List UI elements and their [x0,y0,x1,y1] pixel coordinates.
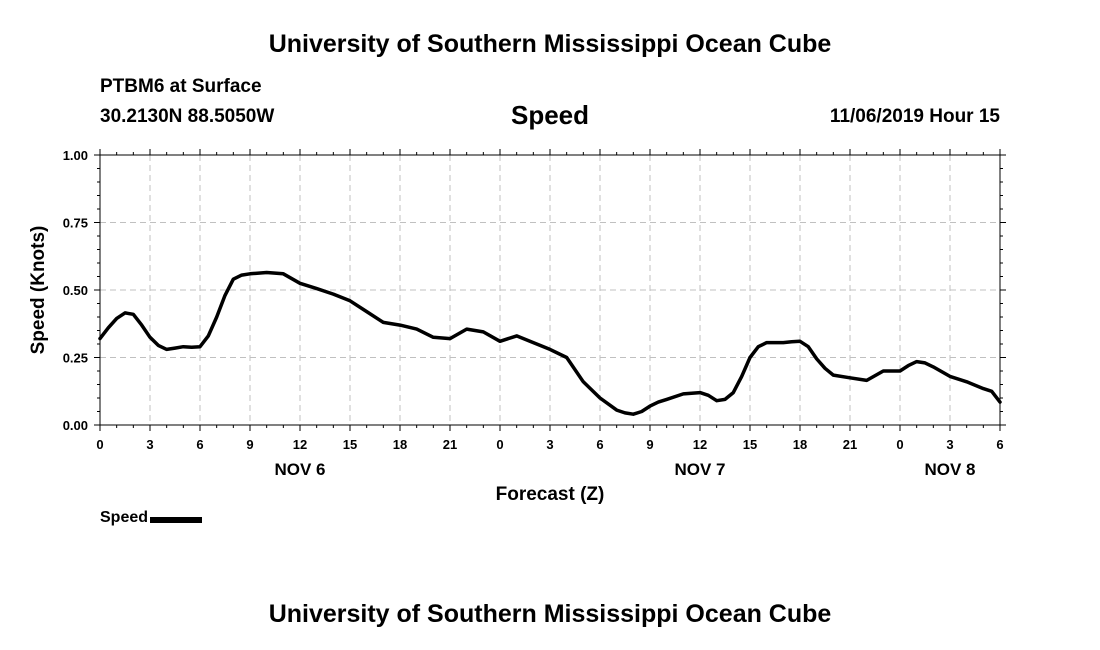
x-tick-label: 3 [946,437,953,452]
x-tick-label: 3 [546,437,553,452]
x-tick-label: 0 [496,437,503,452]
x-tick-label: 12 [293,437,307,452]
x-axis-label: Forecast (Z) [496,484,605,505]
date-label: NOV 7 [674,460,725,479]
legend-label: Speed [100,509,149,526]
date-label: NOV 6 [274,460,325,479]
date-label: NOV 8 [924,460,975,479]
x-tick-label: 3 [146,437,153,452]
y-tick-label: 0.50 [63,283,88,298]
x-tick-label: 18 [393,437,407,452]
y-axis-label: Speed (Knots) [28,226,49,355]
forecast-datetime: 11/06/2019 Hour 15 [829,106,1000,127]
x-tick-label: 21 [843,437,857,452]
speed-series-line [98,270,1002,416]
coordinates-label: 30.2130N 88.5050W [100,106,275,127]
station-label: PTBM6 at Surface [100,76,262,97]
x-tick-label: 15 [743,437,757,452]
x-tick-label: 0 [896,437,903,452]
y-tick-label: 0.75 [63,216,88,231]
footer-title: University of Southern Mississippi Ocean… [268,600,832,628]
y-tick-label: 0.00 [63,418,88,433]
chart-legend: Speed [100,509,203,527]
x-tick-label: 0 [96,437,103,452]
y-tick-label: 1.00 [63,148,88,163]
x-tick-label: 6 [196,437,203,452]
x-tick-label: 9 [646,437,653,452]
x-tick-label: 15 [343,437,357,452]
x-tick-label: 21 [443,437,457,452]
x-tick-label: 9 [246,437,253,452]
x-tick-label: 18 [793,437,807,452]
main-title: University of Southern Mississippi Ocean… [268,30,832,58]
x-tick-label: 12 [693,437,707,452]
x-tick-label: 6 [596,437,603,452]
chart-title: Speed [510,100,590,130]
legend-swatch [150,517,203,523]
y-tick-label: 0.25 [63,351,88,366]
x-tick-label: 6 [996,437,1003,452]
